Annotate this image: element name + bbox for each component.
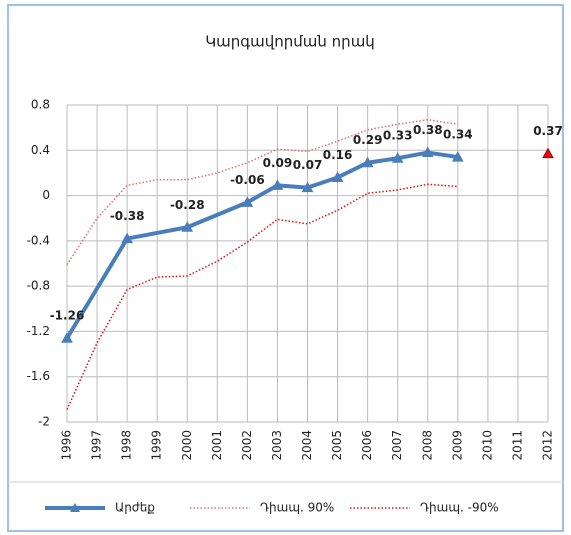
- x-tick-label: 1999: [150, 430, 164, 461]
- data-label: 0.37: [533, 124, 563, 138]
- x-tick-label: 2009: [450, 430, 464, 461]
- point-marker: [271, 179, 284, 190]
- y-tick-label: -2: [38, 415, 50, 429]
- data-label: -0.28: [170, 198, 205, 212]
- chart-frame: [7, 4, 564, 532]
- data-label: 0.34: [443, 128, 473, 142]
- x-tick-label: 2010: [480, 430, 494, 461]
- legend-marker: [70, 503, 80, 512]
- point-marker: [451, 151, 464, 162]
- point-marker: [361, 156, 374, 168]
- x-tick-label: 2012: [541, 430, 555, 461]
- point-marker: [121, 232, 133, 244]
- y-tick-label: 0: [42, 188, 50, 202]
- x-tick-label: 2001: [210, 430, 224, 461]
- data-label: -0.38: [110, 209, 145, 223]
- x-tick-label: 2007: [390, 430, 404, 461]
- y-tick-label: 0.4: [31, 143, 50, 157]
- x-tick-label: 1998: [120, 430, 134, 461]
- y-tick-label: -1.2: [27, 324, 50, 338]
- legend-label: Դիապ. -90%: [420, 501, 499, 515]
- data-label: -0.06: [230, 173, 265, 187]
- y-tick-label: 0.8: [31, 98, 50, 112]
- point-marker: [241, 196, 254, 207]
- point-marker: [61, 332, 73, 343]
- x-tick-label: 2005: [330, 430, 344, 461]
- data-label: 0.07: [293, 158, 323, 172]
- point-marker: [331, 171, 344, 182]
- y-tick-label: -1.6: [27, 369, 50, 383]
- data-label: 0.38: [413, 123, 443, 137]
- legend-label: Դիապ. 90%: [260, 501, 334, 515]
- point-marker: [301, 181, 314, 193]
- data-label: 0.16: [323, 148, 353, 162]
- y-tick-label: -0.8: [27, 279, 50, 293]
- point-marker: [421, 146, 434, 158]
- data-label: 0.09: [263, 156, 293, 170]
- point-marker: [542, 147, 554, 159]
- x-tick-label: 2003: [270, 430, 284, 461]
- data-label: -1.26: [50, 309, 85, 323]
- point-marker: [391, 152, 404, 163]
- point-marker: [181, 221, 194, 232]
- x-tick-label: 2002: [240, 430, 254, 461]
- series-line: [66, 118, 458, 266]
- legend-label: Արժեք: [115, 501, 155, 515]
- chart-title: Կարգավորման որակ: [205, 33, 375, 51]
- x-tick-label: 2008: [420, 430, 434, 461]
- data-label: 0.29: [353, 133, 383, 147]
- y-tick-label: -0.4: [27, 233, 50, 247]
- series-line: [66, 183, 458, 410]
- x-tick-label: 1996: [60, 430, 74, 461]
- data-label: 0.33: [383, 129, 413, 143]
- x-tick-label: 2011: [510, 430, 524, 461]
- x-tick-label: 1997: [90, 430, 104, 461]
- x-tick-label: 2000: [180, 430, 194, 461]
- x-tick-label: 2006: [360, 430, 374, 461]
- x-tick-label: 2004: [300, 430, 314, 461]
